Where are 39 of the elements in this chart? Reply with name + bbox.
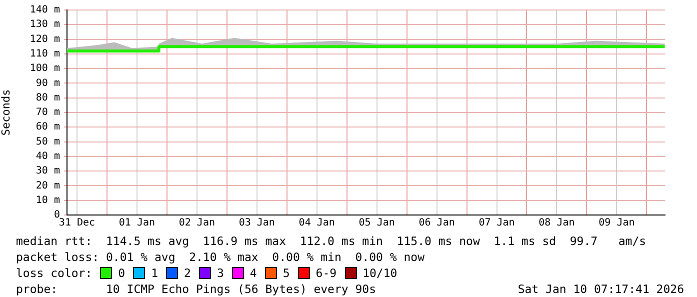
y-tick-label: 130 m <box>30 19 60 30</box>
x-tick-label: 09 Jan <box>598 218 635 229</box>
legend-label: 5 <box>282 265 290 281</box>
y-tick-label: 90 m <box>36 78 60 89</box>
y-tick-label: 120 m <box>30 34 60 45</box>
y-tick-label: 80 m <box>36 92 60 104</box>
x-tick-label: 01 Jan <box>118 218 156 229</box>
text: packet loss: 0.01 % avg 2.10 % max 0.00 % min 0.00 % now <box>16 249 424 265</box>
legend-label: 3 <box>216 265 224 281</box>
y-tick-label: 100 m <box>30 63 60 74</box>
y-tick-label: 20 m <box>36 180 60 192</box>
y-tick-label: 110 m <box>30 48 60 60</box>
x-tick-label: 31 Dec <box>58 218 96 229</box>
legend-label: 6-9 <box>316 265 337 281</box>
x-tick-label: 08 Jan <box>538 218 575 229</box>
legend-label: 4 <box>250 265 257 281</box>
x-tick-label: 04 Jan <box>298 218 335 229</box>
y-tick-label: 60 m <box>36 122 60 133</box>
text: probe: 10 ICMP Echo Pings (56 Bytes) every 90s <box>16 281 376 297</box>
text: median rtt: 114.5 ms avg 116.9 ms max 112.0 ms min 115.0 ms now 1.1 ms sd 99.7 am/s <box>16 233 646 249</box>
y-tick-label: 10 m <box>36 194 60 206</box>
legend-label: 0 <box>118 265 126 281</box>
y-tick-label: 140 m <box>30 4 60 16</box>
legend-label: 1 <box>151 265 158 281</box>
x-tick-label: 06 Jan <box>418 218 455 229</box>
y-axis-title: Seconds <box>0 89 12 136</box>
x-tick-label: 05 Jan <box>358 218 395 229</box>
x-tick-label: 07 Jan <box>478 218 515 229</box>
text: Sat Jan 10 07:17:41 2026 <box>518 281 684 297</box>
y-tick-label: 40 m <box>36 151 60 162</box>
legend-title: loss color: <box>16 265 92 281</box>
y-tick-label: 50 m <box>36 136 60 148</box>
x-tick-label: 02 Jan <box>178 218 215 229</box>
y-tick-label: 0 <box>54 210 60 221</box>
y-tick-label: 70 m <box>36 107 60 118</box>
x-tick-label: 03 Jan <box>238 218 275 229</box>
legend-label: 10/10 <box>362 265 398 281</box>
legend-label: 2 <box>184 265 191 281</box>
y-tick-label: 30 m <box>36 166 60 177</box>
